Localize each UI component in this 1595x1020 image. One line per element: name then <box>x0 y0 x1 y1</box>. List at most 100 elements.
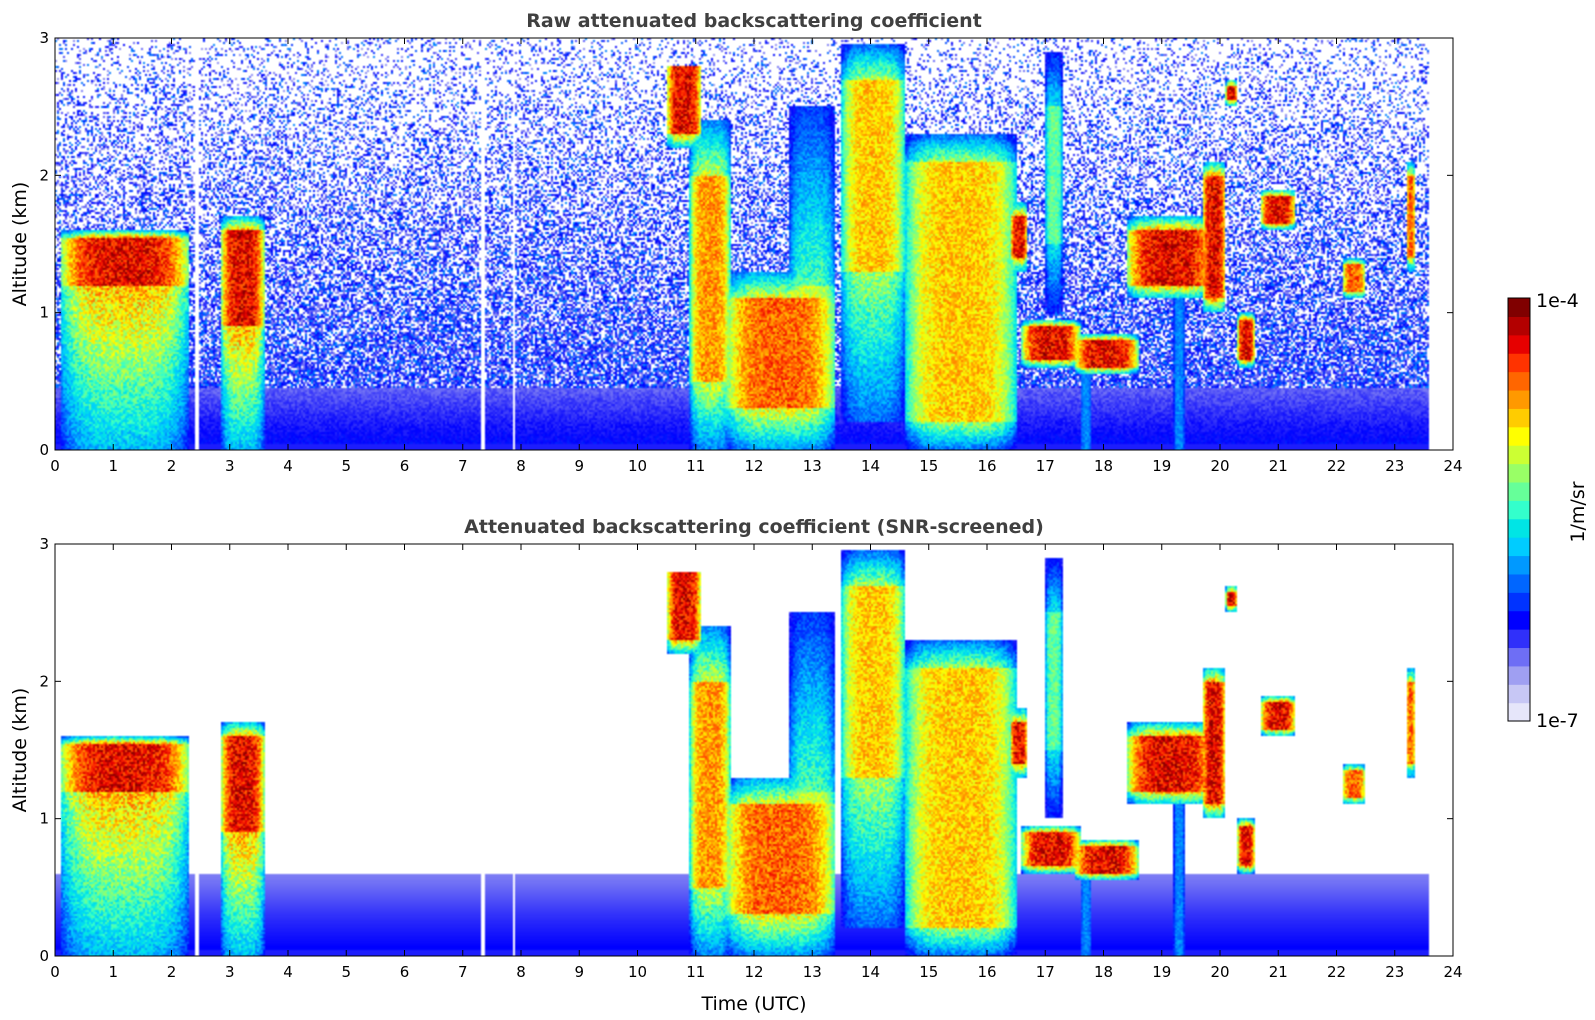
x-tick-label: 12 <box>744 457 763 475</box>
top-panel-title: Raw attenuated backscattering coefficien… <box>526 10 982 32</box>
x-tick-label: 10 <box>628 963 647 981</box>
x-tick-label: 13 <box>803 963 822 981</box>
y-tick-label: 3 <box>39 29 49 47</box>
x-tick-label: 23 <box>1385 963 1404 981</box>
colorbar-swatch <box>1508 702 1530 722</box>
x-tick-label: 14 <box>861 457 880 475</box>
colorbar-swatch <box>1508 518 1530 538</box>
x-tick-label: 19 <box>1152 457 1171 475</box>
x-tick-label: 11 <box>686 457 705 475</box>
x-tick-label: 9 <box>574 457 584 475</box>
bottom-panel-ylabel: Altitude (km) <box>9 688 31 813</box>
x-tick-label: 0 <box>50 457 60 475</box>
bottom-panel-xlabel: Time (UTC) <box>700 993 806 1015</box>
colorbar-swatch <box>1508 298 1530 317</box>
colorbar-min-label: 1e-7 <box>1536 710 1579 732</box>
x-tick-label: 13 <box>803 457 822 475</box>
x-tick-label: 6 <box>400 963 410 981</box>
colorbar-swatch <box>1508 445 1530 465</box>
colorbar-swatch <box>1508 684 1530 704</box>
colorbar-swatch <box>1508 647 1530 667</box>
bottom-panel-y-ticks: 0 1 2 3 <box>39 535 1453 965</box>
top-panel-y-ticks: 0 1 2 3 <box>39 29 1453 459</box>
colorbar-swatch <box>1508 481 1530 501</box>
x-tick-label: 21 <box>1269 457 1288 475</box>
x-tick-label: 16 <box>977 963 996 981</box>
x-tick-label: 22 <box>1327 457 1346 475</box>
colorbar-swatch <box>1508 500 1530 520</box>
x-tick-label: 20 <box>1210 963 1229 981</box>
x-tick-label: 24 <box>1443 457 1462 475</box>
y-tick-label: 0 <box>39 947 49 965</box>
x-tick-label: 5 <box>341 963 351 981</box>
x-tick-label: 1 <box>108 457 118 475</box>
x-tick-label: 15 <box>919 457 938 475</box>
colorbar-unit-label: 1/m/sr <box>1567 481 1589 542</box>
bottom-panel: Attenuated backscattering coefficient (S… <box>9 516 1463 1015</box>
x-tick-label: 19 <box>1152 963 1171 981</box>
x-tick-label: 18 <box>1094 457 1113 475</box>
x-tick-label: 18 <box>1094 963 1113 981</box>
x-tick-label: 7 <box>458 457 468 475</box>
colorbar-swatch <box>1508 463 1530 483</box>
top-panel-ylabel: Altitude (km) <box>9 182 31 307</box>
x-tick-label: 8 <box>516 457 526 475</box>
x-tick-label: 17 <box>1036 963 1055 981</box>
bottom-panel-title: Attenuated backscattering coefficient (S… <box>464 516 1044 538</box>
y-tick-label: 0 <box>39 441 49 459</box>
colorbar-swatch <box>1508 629 1530 649</box>
colorbar-swatch <box>1508 371 1530 391</box>
y-tick-label: 1 <box>39 810 49 828</box>
x-tick-label: 22 <box>1327 963 1346 981</box>
x-tick-label: 15 <box>919 963 938 981</box>
colorbar-swatch <box>1508 537 1530 557</box>
colorbar-swatch <box>1508 426 1530 446</box>
x-tick-label: 24 <box>1443 963 1462 981</box>
x-tick-label: 2 <box>167 963 177 981</box>
x-tick-label: 8 <box>516 963 526 981</box>
bottom-panel-x-ticks: 0 1 2 3 4 5 6 7 8 9 10 11 12 13 14 15 16 17 18 19 20 21 22 23 24 <box>50 544 1463 981</box>
x-tick-label: 23 <box>1385 457 1404 475</box>
x-tick-label: 3 <box>225 457 235 475</box>
colorbar-swatch <box>1508 408 1530 428</box>
x-tick-label: 2 <box>167 457 177 475</box>
colorbar-swatches <box>1508 298 1530 722</box>
top-panel-heatmap <box>55 38 1453 450</box>
y-tick-label: 1 <box>39 304 49 322</box>
bottom-panel-heatmap <box>55 544 1453 956</box>
x-tick-label: 16 <box>977 457 996 475</box>
colorbar-swatch <box>1508 353 1530 373</box>
colorbar-swatch <box>1508 389 1530 409</box>
colorbar-swatch <box>1508 592 1530 612</box>
y-tick-label: 2 <box>39 672 49 690</box>
x-tick-label: 0 <box>50 963 60 981</box>
colorbar: 1e-4 1e-7 1/m/sr <box>1507 290 1589 732</box>
x-tick-label: 12 <box>744 963 763 981</box>
colorbar-swatch <box>1508 665 1530 685</box>
colorbar-frame <box>1507 297 1531 722</box>
x-tick-label: 9 <box>574 963 584 981</box>
y-tick-label: 2 <box>39 166 49 184</box>
colorbar-swatch <box>1508 316 1530 336</box>
x-tick-label: 21 <box>1269 963 1288 981</box>
colorbar-swatch <box>1508 610 1530 630</box>
x-tick-label: 11 <box>686 963 705 981</box>
x-tick-label: 4 <box>283 457 293 475</box>
colorbar-swatch <box>1508 573 1530 593</box>
x-tick-label: 6 <box>400 457 410 475</box>
x-tick-label: 5 <box>341 457 351 475</box>
y-tick-label: 3 <box>39 535 49 553</box>
colorbar-max-label: 1e-4 <box>1536 290 1579 312</box>
x-tick-label: 4 <box>283 963 293 981</box>
x-tick-label: 10 <box>628 457 647 475</box>
colorbar-swatch <box>1508 334 1530 354</box>
top-panel-x-ticks: 0 1 2 3 4 5 6 7 8 9 10 11 12 13 14 15 16 17 18 19 20 21 22 23 24 <box>50 38 1463 475</box>
top-panel: Raw attenuated backscattering coefficien… <box>9 10 1463 475</box>
x-tick-label: 3 <box>225 963 235 981</box>
x-tick-label: 17 <box>1036 457 1055 475</box>
colorbar-swatch <box>1508 555 1530 575</box>
x-tick-label: 14 <box>861 963 880 981</box>
x-tick-label: 1 <box>108 963 118 981</box>
x-tick-label: 20 <box>1210 457 1229 475</box>
